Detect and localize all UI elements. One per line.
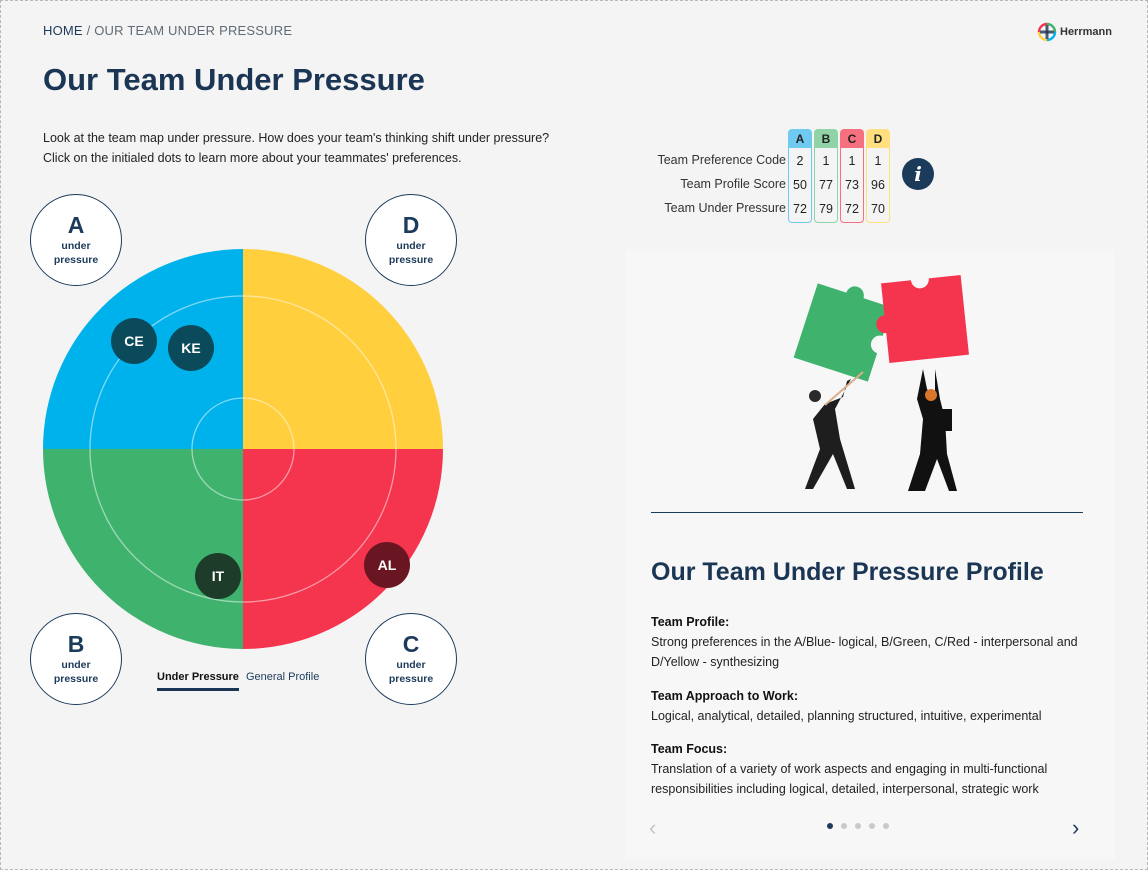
section-heading: Team Focus: — [651, 742, 728, 756]
profile-panel: Our Team Under Pressure Profile Team Pro… — [625, 249, 1115, 859]
carousel-next-button[interactable]: › — [1072, 815, 1080, 840]
score-column-c: C 1 73 72 — [840, 129, 864, 223]
teammate-dot-al[interactable]: AL — [364, 542, 410, 588]
pager-dot[interactable] — [841, 823, 847, 829]
quadrant-c-label[interactable]: C under pressure — [365, 613, 457, 705]
score-cell: 1 — [848, 154, 856, 168]
column-header: B — [815, 130, 837, 148]
score-cell: 79 — [819, 202, 833, 216]
quadrant-sublabel: under pressure — [53, 240, 99, 266]
carousel-pager — [827, 823, 889, 829]
score-cell: 72 — [845, 202, 859, 216]
breadcrumb-current: OUR TEAM UNDER PRESSURE — [94, 23, 293, 38]
team-map-quadrants — [43, 249, 443, 649]
score-column-d: D 1 96 70 — [866, 129, 890, 223]
score-cell: 2 — [796, 154, 804, 168]
puzzle-teamwork-illustration — [793, 275, 969, 491]
score-cell: 1 — [822, 154, 830, 168]
teammate-initials: AL — [377, 557, 397, 573]
quadrant-d — [243, 249, 443, 449]
tab-general-profile[interactable]: General Profile — [245, 671, 320, 683]
page-title: Our Team Under Pressure — [43, 62, 425, 97]
inner-ring-center — [191, 397, 295, 501]
score-cell: 96 — [871, 178, 885, 192]
score-cell: 73 — [845, 178, 859, 192]
score-cell: 77 — [819, 178, 833, 192]
quadrant-b — [43, 449, 243, 649]
teammate-dot-ke[interactable]: KE — [168, 325, 214, 371]
page-intro: Look at the team map under pressure. How… — [43, 131, 550, 165]
score-column-b: B 1 77 79 — [814, 129, 838, 223]
pager-dot[interactable] — [827, 823, 833, 829]
row-label-under-pressure: Team Under Pressure — [664, 201, 786, 215]
teammate-initials: KE — [181, 340, 201, 356]
column-header: A — [789, 130, 811, 148]
profile-section-team-profile: Team Profile: Strong preferences in the … — [651, 612, 1091, 672]
breadcrumb-home-link[interactable]: HOME — [43, 23, 83, 38]
quadrant-c — [243, 449, 443, 649]
score-cell: 70 — [871, 202, 885, 216]
teammate-initials: IT — [211, 568, 225, 584]
quadrant-letter: A — [67, 212, 85, 238]
profile-section-approach: Team Approach to Work: Logical, analytic… — [651, 686, 1091, 726]
profile-title: Our Team Under Pressure Profile — [651, 558, 1044, 586]
pager-dot[interactable] — [883, 823, 889, 829]
breadcrumb-separator: / — [86, 23, 91, 38]
teammate-dot-it[interactable]: IT — [195, 553, 241, 599]
score-column-a: A 2 50 72 — [788, 129, 812, 223]
score-cell: 72 — [793, 202, 807, 216]
quadrant-d-label[interactable]: D under pressure — [365, 194, 457, 286]
inner-ring-outer — [89, 295, 397, 603]
section-text: Strong preferences in the A/Blue- logica… — [651, 635, 1078, 669]
herrmann-logo[interactable]: Herrmann — [1037, 22, 1112, 42]
carousel-prev-button[interactable]: ‹ — [649, 815, 657, 840]
section-heading: Team Profile: — [651, 615, 730, 629]
quadrant-sublabel: under pressure — [388, 240, 434, 266]
quadrant-sublabel: under pressure — [53, 659, 99, 685]
column-header: C — [841, 130, 863, 148]
quadrant-sublabel: under pressure — [388, 659, 434, 685]
section-text: Translation of a variety of work aspects… — [651, 762, 1048, 796]
column-header: D — [867, 130, 889, 148]
teammate-dot-ce[interactable]: CE — [111, 318, 157, 364]
panel-divider — [651, 512, 1083, 513]
breadcrumb: HOME / OUR TEAM UNDER PRESSURE — [43, 23, 292, 38]
view-toggle: Under Pressure General Profile — [157, 671, 319, 691]
pager-dot[interactable] — [869, 823, 875, 829]
quadrant-letter: B — [67, 631, 85, 657]
row-label-profile-score: Team Profile Score — [680, 177, 786, 191]
quadrant-a-label[interactable]: A under pressure — [30, 194, 122, 286]
info-icon[interactable]: i — [902, 158, 934, 190]
score-table: Team Preference Code Team Profile Score … — [651, 129, 891, 225]
quadrant-letter: C — [402, 631, 420, 657]
team-map-chart: CE KE IT AL — [43, 249, 443, 654]
profile-section-focus: Team Focus: Translation of a variety of … — [651, 739, 1091, 799]
tab-under-pressure[interactable]: Under Pressure — [157, 671, 239, 691]
pager-dot[interactable] — [855, 823, 861, 829]
score-cell: 50 — [793, 178, 807, 192]
herrmann-logo-icon — [1037, 22, 1057, 42]
quadrant-letter: D — [402, 212, 420, 238]
row-label-preference-code: Team Preference Code — [657, 153, 786, 167]
teammate-initials: CE — [124, 333, 144, 349]
section-heading: Team Approach to Work: — [651, 689, 799, 703]
herrmann-logo-text: Herrmann — [1060, 26, 1112, 38]
quadrant-b-label[interactable]: B under pressure — [30, 613, 122, 705]
score-cell: 1 — [874, 154, 882, 168]
section-text: Logical, analytical, detailed, planning … — [651, 709, 1042, 723]
